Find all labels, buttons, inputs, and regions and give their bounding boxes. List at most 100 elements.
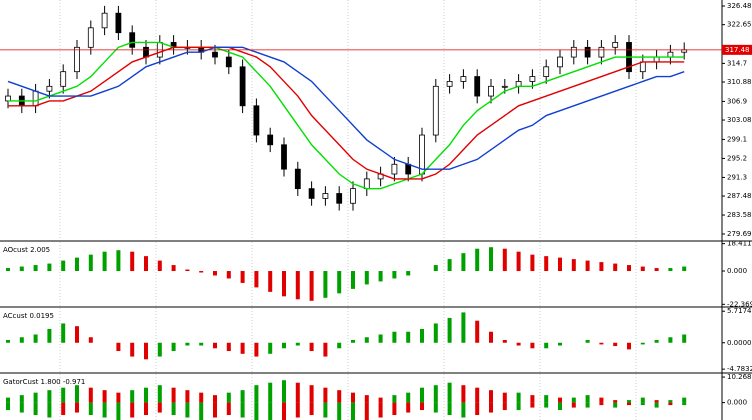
- histogram-bar: [682, 402, 687, 406]
- histogram-bar: [6, 397, 10, 403]
- candle-body: [253, 105, 260, 136]
- histogram-bar: [282, 271, 286, 297]
- histogram-bar: [88, 254, 93, 272]
- y-tick-label: 314.7: [727, 59, 747, 67]
- histogram-bar: [171, 265, 176, 272]
- y-tick-label: 326.48: [727, 2, 752, 10]
- histogram-bar: [295, 402, 300, 418]
- histogram-bar: [226, 402, 231, 416]
- candle-body: [515, 81, 522, 87]
- histogram-bar: [337, 390, 342, 403]
- candle-body: [446, 81, 453, 87]
- histogram-bar: [516, 392, 521, 403]
- histogram-bar: [75, 257, 79, 272]
- histogram-bar: [213, 395, 217, 403]
- histogram-bar: [502, 392, 507, 403]
- histogram-bar: [378, 402, 383, 418]
- histogram-bar: [489, 331, 493, 343]
- histogram-bar: [668, 400, 673, 403]
- histogram-bar: [268, 402, 273, 420]
- histogram-bar: [516, 342, 521, 346]
- histogram-bar: [295, 271, 300, 300]
- histogram-bar: [282, 342, 286, 349]
- histogram-bar: [627, 402, 631, 406]
- histogram-bar: [351, 392, 355, 403]
- histogram-bar: [420, 328, 424, 343]
- histogram-bar: [461, 402, 466, 418]
- histogram-bar: [682, 266, 687, 272]
- histogram-bar: [33, 392, 38, 403]
- histogram-bar: [461, 253, 466, 272]
- histogram-bar: [571, 259, 576, 272]
- histogram-bar: [309, 402, 314, 416]
- histogram-bar: [213, 402, 217, 418]
- histogram-bar: [213, 271, 217, 276]
- histogram-bar: [199, 342, 204, 346]
- histogram-bar: [185, 390, 190, 403]
- histogram-bar: [489, 247, 493, 272]
- histogram-bar: [19, 266, 24, 272]
- histogram-bar: [571, 402, 576, 408]
- histogram-bar: [75, 326, 79, 343]
- candle-body: [225, 56, 232, 68]
- histogram-bar: [654, 402, 659, 408]
- histogram-bar: [323, 342, 328, 357]
- histogram-bar: [144, 387, 148, 403]
- histogram-bar: [502, 248, 507, 272]
- histogram-bar: [185, 342, 190, 346]
- histogram-bar: [240, 402, 245, 418]
- candle-body: [653, 56, 660, 63]
- histogram-bar: [502, 340, 507, 343]
- candle-body: [612, 42, 619, 48]
- histogram-bar: [47, 328, 52, 343]
- histogram-bar: [47, 402, 52, 418]
- histogram-bar: [475, 402, 480, 416]
- histogram-bar: [295, 382, 300, 403]
- y-tick-label: 5.7174: [727, 307, 752, 315]
- histogram-bar: [351, 402, 355, 420]
- candle-body: [46, 85, 53, 92]
- y-tick-label: 291.3: [727, 173, 747, 181]
- histogram-bar: [613, 342, 618, 347]
- histogram-bar: [530, 395, 535, 403]
- candle-body: [74, 46, 80, 73]
- y-tick-label: 295.2: [727, 154, 747, 162]
- histogram-bar: [613, 263, 618, 272]
- histogram-bar: [420, 402, 424, 411]
- candle-body: [115, 12, 122, 34]
- candle-body: [391, 163, 398, 175]
- candle-body: [529, 76, 536, 82]
- histogram-bar: [392, 402, 397, 416]
- histogram-bar: [199, 402, 204, 420]
- panel-title: AOcust 2.005: [3, 246, 50, 254]
- y-tick-label: 303.08: [727, 116, 752, 124]
- histogram-bar: [585, 260, 590, 272]
- histogram-bar: [130, 390, 135, 403]
- histogram-bar: [585, 395, 590, 403]
- histogram-bar: [171, 342, 176, 352]
- histogram-bar: [475, 248, 480, 272]
- histogram-bar: [530, 342, 535, 349]
- histogram-bar: [337, 342, 342, 349]
- histogram-bar: [6, 268, 10, 272]
- candle-body: [570, 46, 577, 58]
- panel: [6, 242, 687, 306]
- histogram-bar: [627, 265, 631, 272]
- histogram-bar: [378, 334, 383, 343]
- histogram-bar: [323, 387, 328, 403]
- histogram-bar: [171, 387, 176, 403]
- candle-body: [350, 188, 356, 204]
- histogram-bar: [668, 402, 673, 406]
- histogram-bar: [116, 392, 121, 403]
- panel: [6, 374, 687, 420]
- histogram-bar: [323, 271, 328, 298]
- histogram-bar: [627, 400, 631, 403]
- histogram-bar: [33, 334, 38, 343]
- histogram-bar: [558, 342, 562, 346]
- candle-body: [239, 66, 246, 107]
- histogram-bar: [364, 337, 369, 343]
- histogram-bar: [323, 402, 328, 418]
- histogram-bar: [640, 342, 645, 345]
- candle-body: [363, 178, 370, 190]
